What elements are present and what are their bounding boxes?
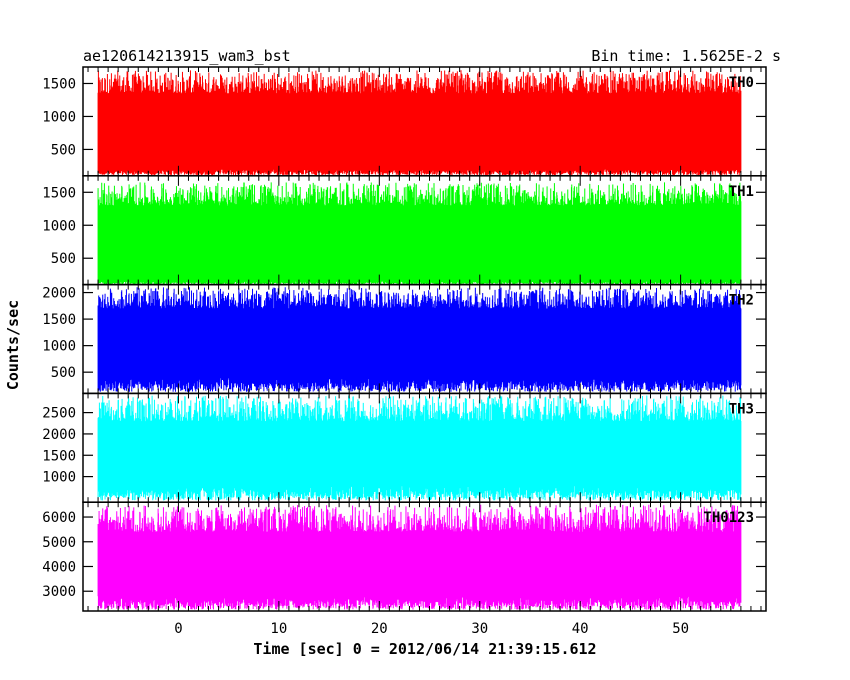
panel-frame (82, 501, 767, 612)
x-tick-label: 0 (174, 621, 182, 637)
y-tick-label: 2000 (42, 286, 76, 302)
panel-th0123: 3000 4000 5000 6000 TH0123 (42, 501, 767, 612)
bin-time-label: Bin time: 1.5625E-2 s (591, 47, 781, 65)
x-tick-label: 50 (672, 621, 689, 637)
panel-th1: 500 1000 1500 TH1 (42, 175, 767, 286)
panel-th2: 500 1000 1500 2000 TH2 (42, 283, 767, 395)
y-tick-label: 500 (51, 251, 76, 267)
x-tick-label: 10 (270, 621, 287, 637)
y-tick-label: 500 (51, 365, 76, 381)
panel-label: TH0123 (703, 510, 754, 526)
y-tick-label: 2000 (42, 427, 76, 443)
y-tick-label: 500 (51, 142, 76, 158)
y-tick-label: 1500 (42, 312, 76, 328)
y-tick-label: 1500 (42, 76, 76, 92)
x-tick-label: 30 (471, 621, 488, 637)
y-tick-label: 1000 (42, 470, 76, 486)
chart-title: ae120614213915_wam3_bst (83, 47, 291, 65)
y-tick-label: 5000 (42, 535, 76, 551)
panel-label: TH2 (729, 293, 754, 309)
y-tick-label: 3000 (42, 584, 76, 600)
series-core-th1 (98, 232, 741, 263)
series-core-th3 (98, 443, 741, 470)
x-tick-label: 20 (371, 621, 388, 637)
y-tick-label: 1000 (42, 109, 76, 125)
y-tick-label: 4000 (42, 559, 76, 575)
series-core-th2 (98, 332, 741, 361)
series-core-th0 (98, 119, 741, 151)
series-core-th0123 (98, 554, 741, 581)
y-tick-label: 1500 (42, 448, 76, 464)
y-axis-label: Counts/sec (4, 300, 22, 390)
panel-label: TH1 (729, 184, 754, 200)
x-axis-label: Time [sec] 0 = 2012/06/14 21:39:15.612 (253, 640, 596, 658)
panel-th3: 1000 1500 2000 2500 TH3 (42, 392, 767, 503)
panel-label: TH3 (729, 401, 754, 417)
y-tick-label: 1500 (42, 185, 76, 201)
panel-label: TH0 (729, 75, 754, 91)
y-tick-label: 1000 (42, 339, 76, 355)
y-tick-label: 6000 (42, 510, 76, 526)
y-tick-label: 1000 (42, 218, 76, 234)
x-tick-label: 40 (572, 621, 589, 637)
panel-th0: 500 1000 1500 TH0 (42, 66, 767, 177)
y-tick-label: 2500 (42, 406, 76, 422)
